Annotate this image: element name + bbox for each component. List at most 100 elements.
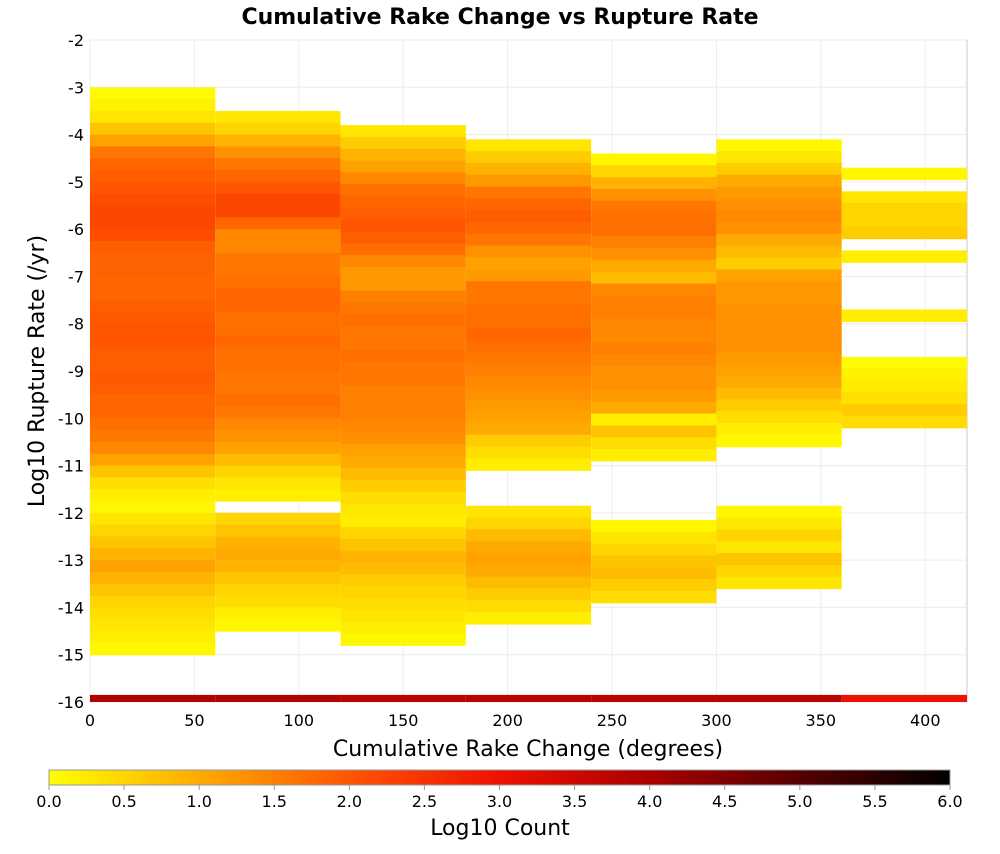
heatmap-cell [90, 110, 216, 124]
heatmap-cell [591, 153, 717, 166]
y-tick-label: -5 [68, 173, 84, 192]
heatmap-cell [340, 255, 466, 268]
heatmap-cell [340, 432, 466, 445]
heatmap-cell [716, 363, 842, 377]
heatmap-cell [465, 269, 592, 282]
heatmap-cell [591, 519, 717, 533]
heatmap-cell [90, 311, 216, 325]
heatmap-cell [90, 477, 216, 490]
heatmap-cell [591, 389, 717, 403]
colorbar-label: Log10 Count [430, 816, 570, 841]
heatmap-cell [591, 259, 717, 273]
heatmap-cell [340, 538, 466, 552]
heatmap-cell [215, 371, 341, 384]
heatmap-cell [716, 186, 842, 200]
heatmap-cell [90, 217, 216, 230]
heatmap-cell [340, 467, 466, 481]
heatmap-cell [215, 323, 341, 337]
heatmap-cell [465, 375, 592, 389]
heatmap-cell [90, 146, 216, 159]
y-tick-label: -7 [68, 267, 84, 286]
colorbar-tick-label: 1.0 [186, 792, 211, 811]
x-tick-label: 200 [492, 711, 523, 730]
heatmap-cell [90, 240, 216, 254]
heatmap-cell [465, 387, 592, 400]
heatmap-cell [465, 198, 592, 211]
heatmap-cell [465, 423, 592, 436]
heatmap-cell [716, 411, 842, 424]
heatmap-cell [465, 139, 592, 152]
heatmap-cell [215, 560, 341, 573]
heatmap-cell [215, 335, 341, 348]
heatmap-cell [591, 295, 717, 308]
heatmap-cell [465, 505, 592, 519]
heatmap-cell [215, 347, 341, 360]
heatmap-cell [340, 148, 466, 162]
heatmap-cell [716, 434, 842, 448]
colorbar-tick-label: 1.5 [262, 792, 287, 811]
heatmap-cell [90, 595, 216, 609]
heatmap-cell [465, 233, 592, 247]
heatmap-cell [340, 326, 466, 339]
heatmap-cell [591, 307, 717, 320]
heatmap-cell [591, 212, 717, 226]
heatmap-cell [90, 382, 216, 396]
x-axis-ticks: 0 50 100 150 200 250 300 350 400 [85, 711, 941, 730]
heatmap-cell [841, 356, 967, 370]
heatmap-cell [591, 437, 717, 450]
heatmap-cell [465, 541, 592, 554]
heatmap-cell [465, 281, 592, 294]
heatmap-cell [90, 619, 216, 632]
heatmap-cell [90, 441, 216, 455]
colorbar-tick-label: 5.0 [787, 792, 812, 811]
heatmap-cell [340, 515, 466, 528]
heatmap-cell [90, 181, 216, 195]
heatmap-cell [465, 340, 592, 353]
heatmap-cell [340, 125, 466, 138]
heatmap-cell [716, 162, 842, 176]
heatmap-cell [215, 524, 341, 538]
heatmap-cell [465, 458, 592, 471]
heatmap-cell [90, 300, 216, 313]
heatmap-cell [215, 217, 341, 230]
colorbar-tick-label: 3.5 [562, 792, 587, 811]
heatmap-cell [716, 387, 842, 400]
heatmap-cell [465, 564, 592, 578]
heatmap-cell [90, 264, 216, 278]
heatmap-cell [90, 571, 216, 585]
colorbar-ticks: 0.0 0.5 1.0 1.5 2.0 2.5 3.0 3.5 4.0 4.5 5.0 5.5 6.0 [36, 785, 963, 811]
heatmap-cell [591, 531, 717, 545]
heatmap-cell [90, 524, 216, 538]
heatmap-cell [90, 359, 216, 372]
heatmap-cell [591, 579, 717, 592]
heatmap-cell [841, 309, 967, 322]
heatmap-cell [841, 694, 967, 702]
heatmap-cell [90, 430, 216, 443]
x-tick-label: 150 [388, 711, 419, 730]
heatmap-cell [340, 219, 466, 233]
heatmap-cell [215, 158, 341, 171]
colorbar-tick-label: 4.5 [712, 792, 737, 811]
heatmap-cell [215, 571, 341, 585]
heatmap-cell [340, 621, 466, 635]
heatmap-cell [215, 477, 341, 490]
heatmap-cell [465, 316, 592, 330]
x-tick-label: 0 [85, 711, 95, 730]
heatmap-cell [841, 404, 967, 417]
heatmap-cell [215, 229, 341, 242]
heatmap-cell [465, 245, 592, 259]
heatmap-cell [340, 633, 466, 646]
heatmap-cell [215, 607, 341, 620]
heatmap-cell [90, 453, 216, 467]
x-tick-label: 100 [284, 711, 315, 730]
heatmap-cell [841, 415, 967, 429]
heatmap-cell [716, 151, 842, 164]
heatmap-cell [90, 335, 216, 348]
heatmap-cell [215, 583, 341, 597]
heatmap-cell [841, 191, 967, 204]
heatmap-cell [215, 441, 341, 455]
heatmap-cell [340, 184, 466, 197]
heatmap-cell [215, 453, 341, 467]
heatmap-cell [716, 505, 842, 519]
heatmap-cell [215, 394, 341, 408]
